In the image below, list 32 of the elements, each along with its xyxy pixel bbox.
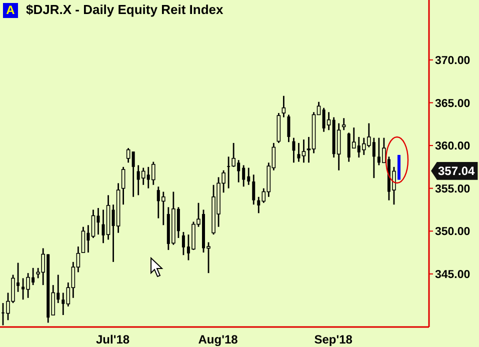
candlestick — [282, 95, 286, 118]
y-tick-label: 370.00 — [435, 55, 470, 68]
candlestick — [252, 174, 256, 206]
candlestick — [62, 292, 65, 316]
y-tick-label: 345.00 — [435, 269, 470, 282]
y-tick-label: 360.00 — [435, 140, 470, 153]
y-tick-label: 355.00 — [435, 183, 470, 196]
candlestick — [242, 164, 246, 188]
candlestick — [132, 150, 135, 198]
y-tick-label: 350.00 — [435, 226, 470, 238]
candlestick — [91, 209, 96, 239]
candlestick — [247, 167, 250, 186]
candlestick — [287, 114, 290, 143]
text: 357.04 — [431, 162, 478, 180]
candlestick — [151, 161, 156, 186]
candlestick — [302, 138, 306, 164]
candlestick — [342, 117, 346, 131]
candlestick — [297, 142, 300, 162]
candlestick — [336, 122, 341, 172]
candlestick — [81, 226, 86, 254]
candlestick — [121, 166, 126, 206]
candlestick — [182, 231, 185, 256]
x-tick-label: Aug'18 — [198, 332, 238, 347]
chart-title: $DJR.X - Daily Equity Reit Index — [26, 2, 224, 17]
candlestick — [326, 111, 331, 131]
candlestick — [126, 147, 130, 164]
y-tick-label: 365.00 — [435, 98, 470, 110]
x-tick-label: Jul'18 — [96, 332, 130, 347]
x-tick-label: Sep'18 — [314, 332, 353, 347]
candlestick — [292, 137, 296, 164]
annotation: A — [3, 3, 18, 18]
candlestick — [397, 154, 400, 180]
